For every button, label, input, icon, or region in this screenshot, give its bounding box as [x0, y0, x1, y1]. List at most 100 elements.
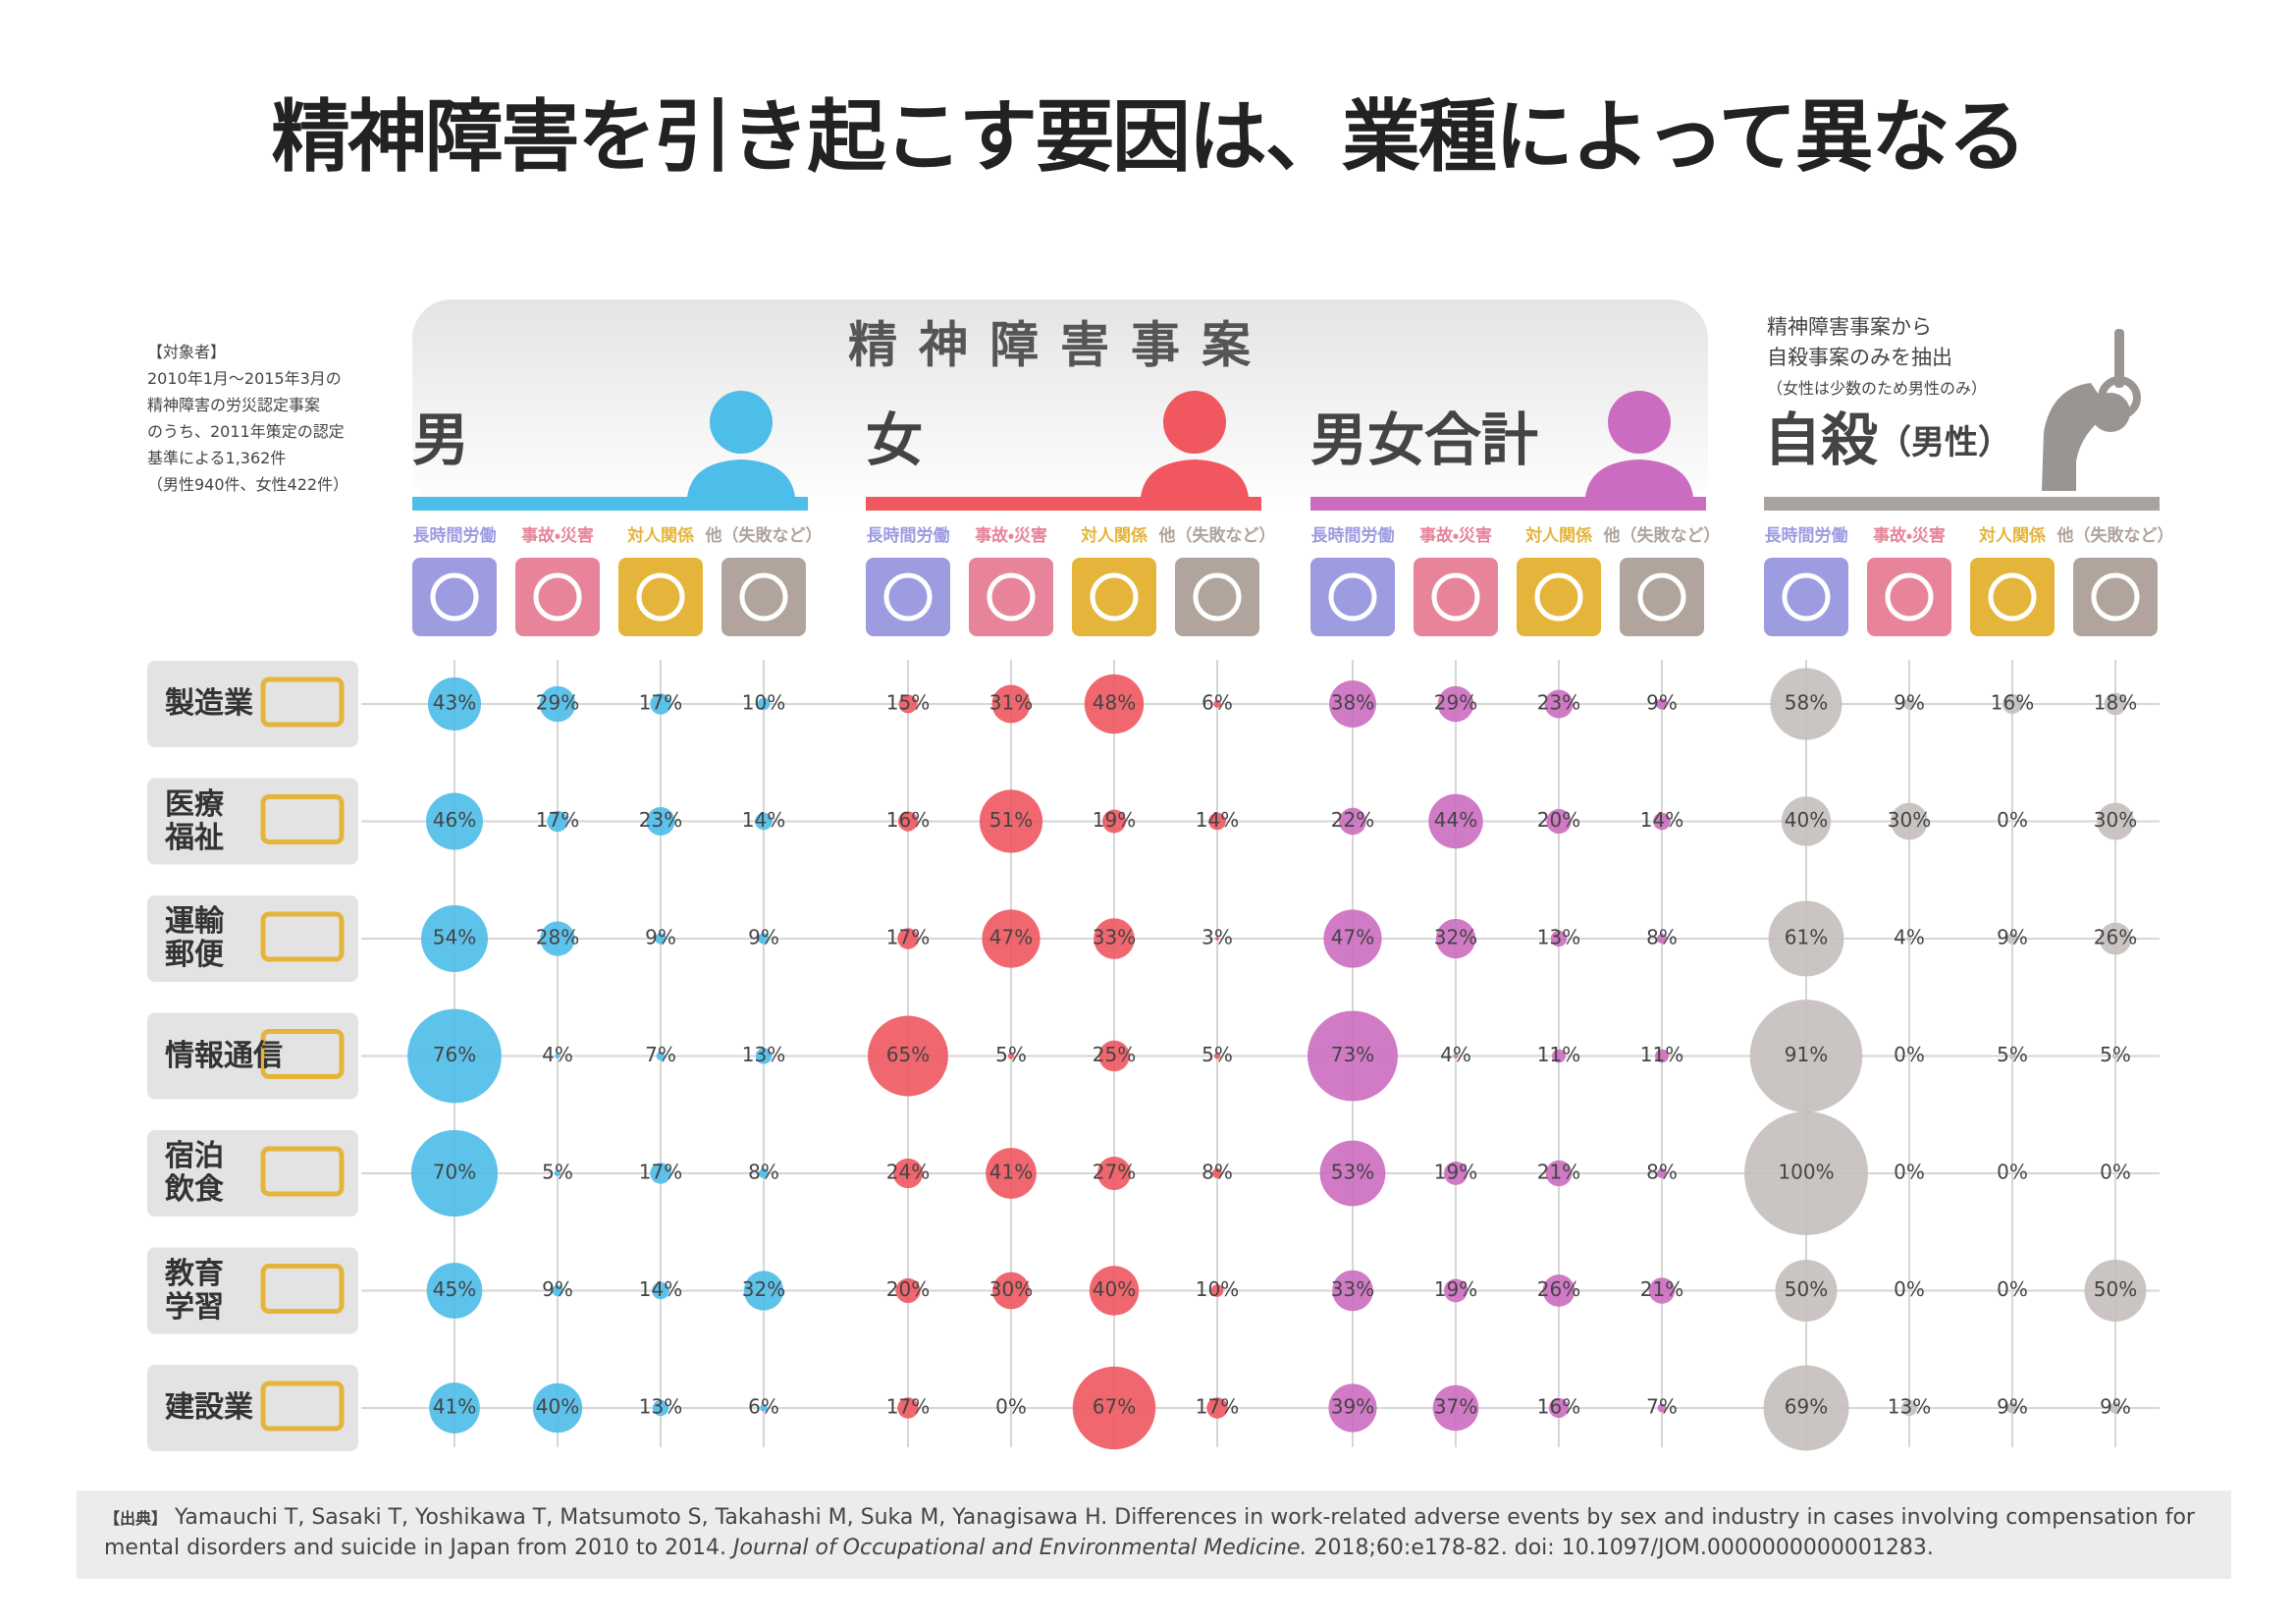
bubble [757, 697, 771, 711]
value-label: 9% [1997, 1395, 2028, 1419]
bubble [1329, 680, 1376, 728]
factor-icon-glyph [533, 572, 582, 622]
group-name-note: （男性） [1878, 423, 2011, 462]
value-label: 17% [639, 691, 682, 715]
category-icon [260, 794, 345, 844]
factor-label: 他（失敗など） [1603, 525, 1721, 546]
bubble [1096, 1156, 1132, 1191]
value-label: 41% [989, 1161, 1033, 1184]
value-label: 0% [995, 1395, 1027, 1419]
bubble [2109, 1402, 2121, 1414]
category-text: 建設業 [165, 1390, 253, 1425]
category-label: 運輸郵便 [165, 894, 302, 983]
factor-icon-glyph [987, 572, 1036, 622]
source-text: 2018;60:e178-82. doi: 10.1097/JOM.000000… [1307, 1536, 1934, 1560]
value-label: 23% [1537, 691, 1580, 715]
value-label: 0% [1894, 1043, 1925, 1066]
note-line: 基準による1,362件 [147, 449, 287, 467]
bubble [1089, 1266, 1140, 1316]
bubble [1770, 668, 1842, 740]
bubble [1339, 807, 1366, 836]
factor-icon [1310, 558, 1395, 636]
value-label: 5% [542, 1161, 573, 1184]
bubble [1453, 1053, 1459, 1059]
bubble [2006, 933, 2018, 945]
factor-icon [515, 558, 600, 636]
bubble [758, 1167, 770, 1179]
factor-icon-glyph [1534, 572, 1583, 622]
bubble [555, 1053, 561, 1059]
bubble [656, 1052, 666, 1060]
value-label: 17% [886, 1395, 930, 1419]
bubble [1775, 1260, 1838, 1322]
bubble [1323, 909, 1382, 968]
value-label: 9% [645, 926, 676, 949]
source-label: 【出典】 [104, 1509, 168, 1528]
factor-icon [1517, 558, 1601, 636]
value-label: 5% [1201, 1043, 1233, 1066]
group-bar [412, 497, 808, 511]
category-icon [260, 1264, 345, 1314]
bubble [646, 807, 675, 836]
category-label: 宿泊飲食 [165, 1129, 302, 1218]
factor-label: 長時間労働 [867, 525, 950, 546]
bubble [2104, 692, 2127, 716]
bubble [1206, 1397, 1228, 1419]
bubble [1308, 1010, 1398, 1102]
category-text: 医療福祉 [165, 786, 224, 855]
bubble [1550, 930, 1568, 947]
bubble [2008, 1053, 2016, 1059]
value-label: 30% [989, 1277, 1033, 1301]
group-bar [1764, 497, 2160, 511]
group-name-text: 男女合計 [1310, 406, 1538, 473]
person-body [1585, 460, 1693, 497]
value-label: 28% [536, 926, 579, 949]
value-label: 16% [1537, 1395, 1580, 1419]
value-label: 25% [1093, 1043, 1136, 1066]
value-label: 20% [1537, 808, 1580, 832]
bubble [1744, 1111, 1868, 1235]
value-label: 29% [536, 691, 579, 715]
value-label: 16% [1991, 691, 2034, 715]
value-label: 11% [1537, 1043, 1580, 1066]
title: 精神障害を引き起こす要因は、業種によって異なる [271, 91, 2027, 183]
factor-icon [1072, 558, 1156, 636]
value-label: 58% [1785, 691, 1828, 715]
factor-icon [412, 558, 497, 636]
subtitle: 精神障害事案 [848, 317, 1272, 374]
bubble [1428, 793, 1483, 849]
value-label: 9% [748, 926, 779, 949]
category-label: 製造業 [165, 660, 302, 748]
value-label: 3% [1201, 926, 1233, 949]
value-label: 13% [742, 1043, 785, 1066]
group-name: 女 [866, 406, 923, 473]
bubble [1656, 933, 1668, 945]
factor-label: 事故・災害 [521, 525, 594, 546]
value-label: 7% [1646, 1395, 1678, 1419]
value-label: 17% [536, 808, 579, 832]
factor-icon [1414, 558, 1498, 636]
value-label: 0% [1894, 1277, 1925, 1301]
suicide-figure [2042, 329, 2141, 491]
category-label: 医療福祉 [165, 778, 302, 866]
factor-label: 対人関係 [1524, 525, 1593, 546]
bubble [652, 1281, 669, 1300]
value-label: 65% [886, 1043, 930, 1066]
value-label: 0% [1997, 808, 2028, 832]
factor-icon-glyph [1431, 572, 1480, 622]
value-label: 13% [1888, 1395, 1931, 1419]
value-label: 39% [1331, 1395, 1374, 1419]
bubble [991, 684, 1031, 724]
bubble [552, 1284, 563, 1297]
bubble [1656, 1167, 1668, 1179]
source-journal: Journal of Occupational and Environmenta… [733, 1536, 1308, 1560]
value-label: 5% [995, 1043, 1027, 1066]
category-icon [260, 1380, 345, 1432]
bubble [1102, 809, 1126, 834]
value-label: 8% [1646, 1161, 1678, 1184]
value-label: 19% [1434, 1277, 1477, 1301]
bubble [1548, 1397, 1570, 1419]
bubble [426, 1263, 483, 1319]
